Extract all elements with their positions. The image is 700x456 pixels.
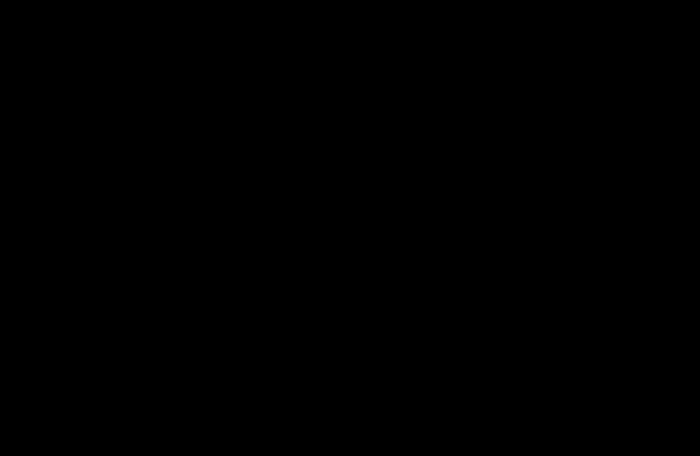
chart-canvas (0, 0, 700, 456)
bloomberg-chart-frame (0, 0, 700, 456)
